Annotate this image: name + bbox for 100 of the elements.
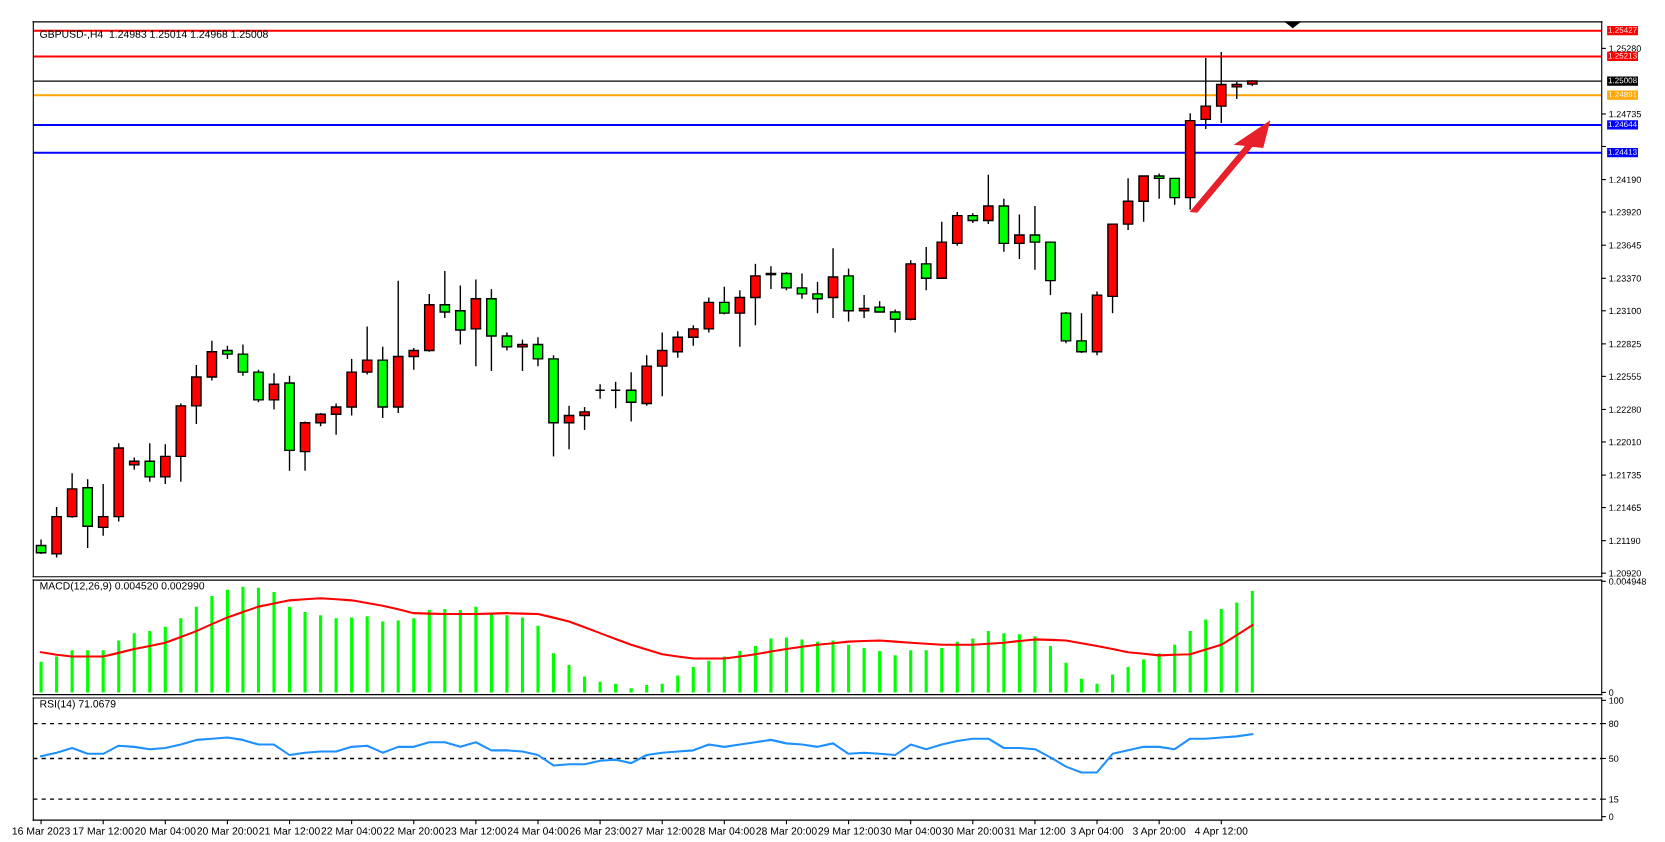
- bar: [831, 640, 835, 693]
- bar: [210, 596, 214, 693]
- bar: [707, 660, 711, 693]
- bar: [1126, 667, 1130, 693]
- bar: [1142, 659, 1146, 693]
- bar: [893, 655, 897, 693]
- bar: [862, 647, 866, 693]
- bar: [1111, 674, 1115, 693]
- bar: [148, 631, 152, 693]
- bar: [1064, 662, 1068, 693]
- x-tick-label: 16 Mar 2023: [12, 827, 70, 835]
- y-tick-label: 1.23370: [1609, 275, 1641, 282]
- x-tick-label: 20 Mar 04:00: [135, 827, 196, 835]
- bar: [412, 618, 416, 693]
- candlestick: [750, 263, 761, 326]
- y-tick-label: 15: [1609, 796, 1619, 803]
- bar: [660, 683, 664, 693]
- candlestick: [1122, 177, 1134, 231]
- x-tick-label: 26 Mar 23:00: [569, 827, 631, 835]
- y-tick-label: 1.23100: [1609, 307, 1641, 315]
- bar: [551, 653, 556, 693]
- x-tick-label: 3 Apr 04:00: [1070, 827, 1124, 837]
- bar: [691, 667, 695, 693]
- candlestick: [781, 271, 792, 291]
- candlestick: [439, 270, 451, 319]
- ref-line-label: 1.24891: [1608, 91, 1637, 98]
- bar: [458, 610, 462, 693]
- text: GBPUSD-,H4 1.24983 1.25014 1.24968 1.25008: [40, 30, 268, 40]
- x-tick-label: 4 Apr 12:00: [1194, 827, 1248, 837]
- bar: [70, 650, 74, 693]
- bar: [1017, 634, 1021, 693]
- candlestick: [610, 381, 621, 409]
- y-tick-label: 1.23645: [1609, 242, 1641, 249]
- candlestick: [330, 402, 342, 436]
- candlestick: [159, 443, 171, 485]
- candlestick: [718, 285, 730, 316]
- candlestick: [268, 372, 280, 411]
- bar: [365, 616, 369, 693]
- bar: [1157, 653, 1161, 693]
- candlestick: [687, 324, 699, 347]
- y-tick-label: 1.24190: [1609, 176, 1641, 183]
- y-tick-label: 0: [1609, 813, 1614, 820]
- y-tick-label: 1.21735: [1609, 472, 1641, 479]
- bar: [1219, 608, 1223, 693]
- bar: [287, 606, 292, 693]
- bar: [194, 606, 198, 693]
- bar: [909, 650, 913, 693]
- bar: [319, 615, 323, 693]
- line-series: [40, 733, 1254, 774]
- x-tick-label: 29 Mar 12:00: [818, 827, 879, 835]
- candlestick: [237, 343, 249, 377]
- y-tick-label: 0: [1609, 689, 1614, 696]
- y-tick-label: 1.20920: [1609, 570, 1641, 577]
- y-tick-label: 1.22825: [1609, 340, 1641, 348]
- y-tick-label: 1.21190: [1609, 537, 1641, 545]
- bar: [1033, 636, 1037, 693]
- x-tick-label: 27 Mar 12:00: [632, 827, 693, 835]
- bar: [971, 638, 975, 693]
- candlestick: [889, 308, 901, 334]
- candlestick: [1029, 205, 1041, 271]
- bar: [629, 688, 633, 693]
- bar: [1002, 633, 1006, 693]
- y-tick-label: 1.21465: [1609, 504, 1641, 511]
- bar: [396, 620, 400, 693]
- bar: [1173, 644, 1177, 693]
- bar: [986, 631, 990, 693]
- y-tick-label: 80: [1609, 720, 1619, 727]
- bar: [179, 618, 183, 693]
- x-tick-label: 24 Mar 04:00: [507, 827, 569, 835]
- bar: [800, 639, 804, 693]
- bar: [1095, 683, 1099, 693]
- x-tick-label: 23 Mar 12:00: [445, 827, 507, 835]
- ref-line-label: 1.24644: [1608, 121, 1637, 128]
- candlestick: [812, 281, 823, 314]
- y-tick-label: 50: [1609, 755, 1619, 762]
- candlestick: [1169, 177, 1181, 206]
- bar: [955, 641, 959, 693]
- bar: [614, 683, 618, 693]
- bar: [815, 641, 820, 693]
- candlestick: [97, 483, 109, 537]
- candlestick: [796, 272, 808, 300]
- candlestick: [1076, 312, 1087, 354]
- bar: [738, 651, 742, 693]
- y-tick-label: 1.24735: [1609, 110, 1641, 118]
- bar: [1048, 645, 1052, 693]
- candlestick: [454, 284, 466, 346]
- bar: [847, 644, 851, 693]
- candlestick: [144, 442, 156, 483]
- bar: [272, 592, 276, 693]
- x-tick-label: 22 Mar 20:00: [383, 827, 445, 835]
- candlestick: [501, 331, 513, 352]
- candlestick: [361, 325, 373, 376]
- bar: [334, 618, 338, 693]
- candlestick: [656, 331, 668, 397]
- line-series: [40, 597, 1254, 660]
- bar: [645, 685, 649, 693]
- bar: [583, 676, 587, 693]
- candlestick: [408, 347, 420, 371]
- bar: [443, 608, 447, 693]
- bar: [225, 589, 229, 693]
